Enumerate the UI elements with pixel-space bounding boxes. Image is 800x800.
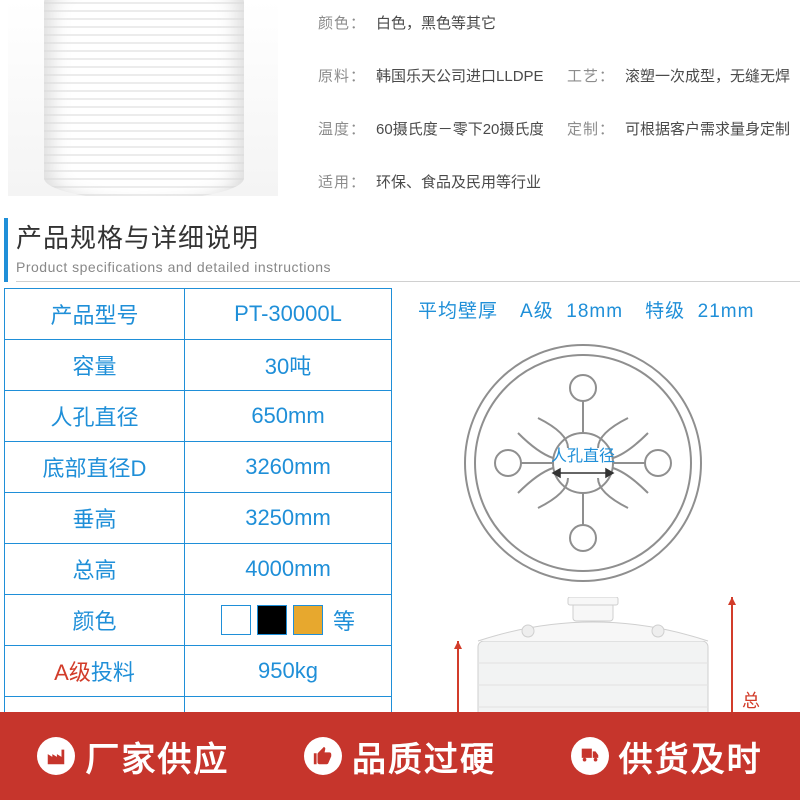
promo-banner: 厂家供应 品质过硬 供货及时	[0, 712, 800, 800]
banner-text: 供货及时	[619, 732, 763, 781]
banner-item: 品质过硬	[304, 732, 496, 781]
info-label: 颜色	[318, 12, 366, 33]
color-swatches: 等	[191, 604, 385, 636]
top-region: 颜色 白色，黑色等其它 原料 韩国乐天公司进口LLDPE 工艺 滚塑一次成型，无…	[0, 0, 800, 196]
diagram-column: 平均壁厚 A级 18mm 特级 21mm	[392, 288, 800, 728]
total-height-label-1: 总	[742, 691, 760, 711]
product-photo	[8, 0, 278, 196]
color-swatch	[257, 605, 287, 635]
spec-value: 30吨	[185, 340, 392, 391]
wall-thickness-line: 平均壁厚 A级 18mm 特级 21mm	[418, 296, 794, 323]
info-row-material: 原料 韩国乐天公司进口LLDPE	[318, 65, 543, 90]
info-value: 滚塑一次成型，无缝无焊	[625, 65, 790, 86]
table-row: 底部直径D3260mm	[5, 442, 392, 493]
product-info-grid: 颜色 白色，黑色等其它 原料 韩国乐天公司进口LLDPE 工艺 滚塑一次成型，无…	[278, 0, 800, 196]
table-row: 总高4000mm	[5, 544, 392, 595]
spec-value: 650mm	[185, 391, 392, 442]
color-etc: 等	[333, 604, 355, 636]
spec-label: 总高	[5, 544, 185, 595]
table-row: 容量30吨	[5, 340, 392, 391]
spec-value: PT-30000L	[185, 289, 392, 340]
info-row-temp: 温度 60摄氏度－零下20摄氏度	[318, 118, 543, 143]
info-label: 工艺	[567, 65, 615, 86]
table-row: 产品型号PT-30000L	[5, 289, 392, 340]
spec-label: 人孔直径	[5, 391, 185, 442]
info-row-color: 颜色 白色，黑色等其它	[318, 12, 792, 37]
a-grade: A级 18mm	[520, 296, 623, 323]
info-value: 白色，黑色等其它	[376, 12, 496, 33]
tank-cylinder-illustration	[44, 0, 244, 196]
spec-value: 等	[185, 595, 392, 646]
factory-icon	[37, 737, 75, 775]
banner-item: 供货及时	[571, 732, 763, 781]
spec-table-body: 产品型号PT-30000L容量30吨人孔直径650mm底部直径D3260mm垂高…	[5, 289, 392, 748]
spec-value: 950kg	[185, 646, 392, 697]
info-label: 原料	[318, 65, 366, 86]
spec-label: 底部直径D	[5, 442, 185, 493]
spec-value: 4000mm	[185, 544, 392, 595]
s-grade: 特级 21mm	[645, 296, 754, 323]
info-value: 韩国乐天公司进口LLDPE	[376, 65, 543, 86]
table-row-a-grade: A级投料950kg	[5, 646, 392, 697]
info-label: 适用	[318, 171, 366, 192]
info-row-custom: 定制 可根据客户需求量身定制	[567, 118, 792, 143]
color-swatch	[221, 605, 251, 635]
wall-label: 平均壁厚	[418, 296, 498, 323]
heading-en: Product specifications and detailed inst…	[16, 259, 800, 282]
info-row-application: 适用 环保、食品及民用等行业	[318, 171, 792, 196]
banner-text: 厂家供应	[85, 732, 229, 781]
info-value: 可根据客户需求量身定制	[625, 118, 790, 139]
info-row-process: 工艺 滚塑一次成型，无缝无焊	[567, 65, 792, 90]
tank-top-view: 人孔直径	[418, 333, 748, 593]
spec-label: 垂高	[5, 493, 185, 544]
color-swatch	[293, 605, 323, 635]
spec-value: 3250mm	[185, 493, 392, 544]
info-value: 环保、食品及民用等行业	[376, 171, 541, 192]
spec-value: 3260mm	[185, 442, 392, 493]
info-value: 60摄氏度－零下20摄氏度	[376, 118, 543, 139]
table-row: 人孔直径650mm	[5, 391, 392, 442]
info-label: 定制	[567, 118, 615, 139]
banner-item: 厂家供应	[37, 732, 229, 781]
spec-label: A级投料	[5, 646, 185, 697]
spec-table: 产品型号PT-30000L容量30吨人孔直径650mm底部直径D3260mm垂高…	[4, 288, 392, 748]
section-heading: 产品规格与详细说明 Product specifications and det…	[4, 218, 800, 282]
spec-label: 颜色	[5, 595, 185, 646]
banner-text: 品质过硬	[352, 732, 496, 781]
table-row-color: 颜色 等	[5, 595, 392, 646]
main-columns: 产品型号PT-30000L容量30吨人孔直径650mm底部直径D3260mm垂高…	[0, 288, 800, 728]
thumb-icon	[304, 737, 342, 775]
info-label: 温度	[318, 118, 366, 139]
table-row: 垂高3250mm	[5, 493, 392, 544]
truck-icon	[571, 737, 609, 775]
manhole-label: 人孔直径	[551, 447, 615, 465]
spec-label: 产品型号	[5, 289, 185, 340]
heading-cn: 产品规格与详细说明	[16, 218, 800, 255]
spec-label: 容量	[5, 340, 185, 391]
